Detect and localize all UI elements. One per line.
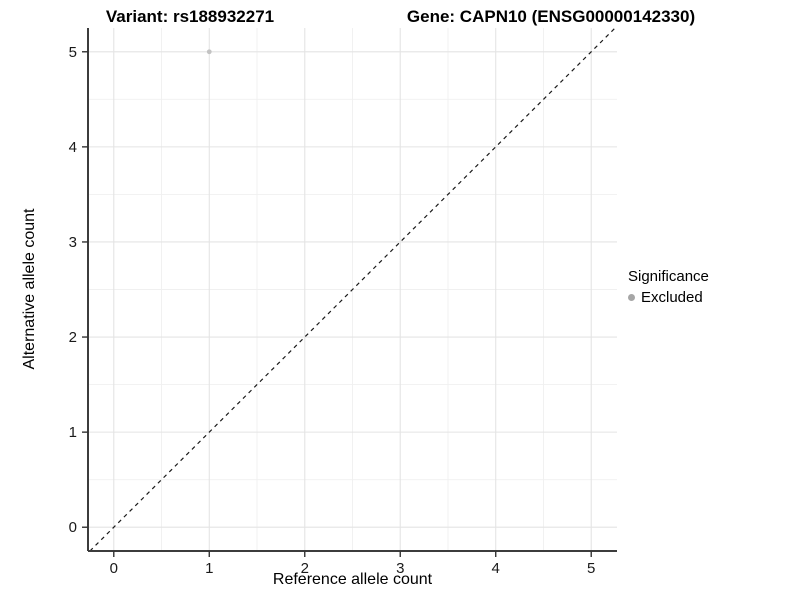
legend-item-label: Excluded (641, 289, 703, 306)
y-tick-label: 0 (69, 519, 77, 536)
legend-item-excluded: Excluded (628, 288, 709, 307)
y-tick-label: 1 (69, 424, 77, 441)
legend-point-icon (628, 294, 635, 301)
x-tick-label: 4 (492, 560, 500, 577)
y-axis-title: Alternative allele count (21, 208, 38, 370)
x-tick-label: 0 (110, 560, 118, 577)
variant-title: Variant: rs188932271 (105, 7, 275, 26)
y-tick-label: 5 (69, 44, 77, 61)
x-tick-label: 2 (301, 560, 309, 577)
x-tick-label: 1 (205, 560, 213, 577)
y-tick-label: 2 (69, 329, 77, 346)
x-tick-label: 5 (587, 560, 595, 577)
y-tick-label: 3 (69, 234, 77, 251)
gene-title: Gene: CAPN10 (ENSG00000142330) (406, 7, 696, 26)
x-tick-label: 3 (396, 560, 404, 577)
y-tick-label: 4 (69, 139, 77, 156)
legend-title: Significance (628, 268, 709, 285)
identity-dashed-line (89, 28, 616, 551)
legend: Significance Excluded (628, 267, 709, 307)
data-point (206, 49, 212, 55)
x-axis-title: Reference allele count (272, 571, 433, 588)
